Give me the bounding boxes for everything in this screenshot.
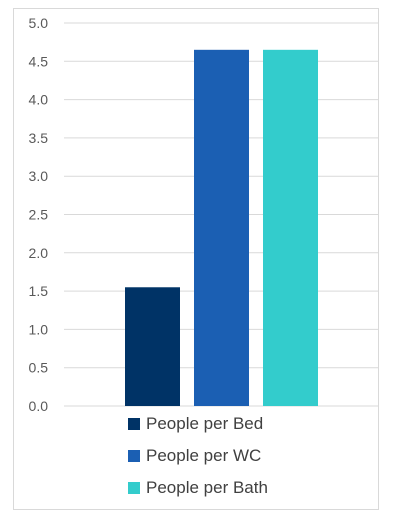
legend: People per Bed People per WC People per … (128, 408, 268, 504)
legend-label-bed: People per Bed (146, 414, 264, 433)
legend-label-wc: People per WC (146, 446, 262, 465)
y-tick-label: 3.5 (29, 130, 49, 146)
legend-swatch-wc (128, 450, 140, 462)
y-tick-label: 5.0 (29, 15, 49, 31)
y-tick-label: 2.5 (29, 207, 49, 223)
y-tick-label: 1.0 (29, 321, 49, 337)
legend-item-wc: People per WC (128, 440, 268, 472)
y-tick-label: 0.5 (29, 360, 49, 376)
y-tick-label: 3.0 (29, 168, 49, 184)
legend-swatch-bed (128, 418, 140, 430)
y-tick-label: 1.5 (29, 283, 49, 299)
legend-swatch-bath (128, 482, 140, 494)
y-tick-label: 4.5 (29, 53, 49, 69)
y-tick-label: 0.0 (29, 398, 49, 414)
legend-item-bed: People per Bed (128, 408, 268, 440)
y-axis-ticks: 0.0 0.5 1.0 1.5 2.0 2.5 3.0 3.5 4.0 4.5 5.0 (29, 15, 49, 414)
bar-people-per-bed (125, 287, 180, 406)
y-tick-label: 2.0 (29, 245, 49, 261)
bar-people-per-bath (263, 49, 318, 407)
legend-label-bath: People per Bath (146, 478, 268, 497)
bars (125, 49, 318, 407)
y-tick-label: 4.0 (29, 92, 49, 108)
bar-people-per-wc (194, 49, 249, 407)
legend-item-bath: People per Bath (128, 472, 268, 504)
